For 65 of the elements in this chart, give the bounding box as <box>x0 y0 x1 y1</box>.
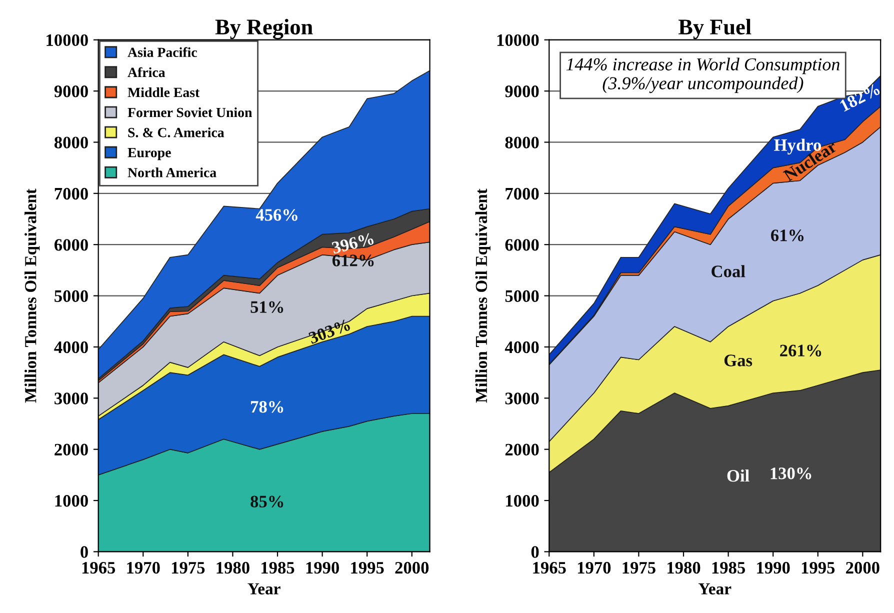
y-tick-label: 10000 <box>497 34 539 46</box>
y-tick-label: 4000 <box>54 341 88 354</box>
legend-label: Former Soviet Union <box>128 107 252 118</box>
series-label: Oil <box>727 469 750 482</box>
y-tick-label: 3000 <box>54 392 88 404</box>
x-tick-label: 1995 <box>351 562 384 574</box>
annotation: 51% <box>250 301 284 313</box>
y-tick-label: 5000 <box>54 290 88 302</box>
x-tick-label: 1970 <box>127 562 160 574</box>
annotation: 61% <box>771 230 804 242</box>
annotation: 85% <box>250 496 284 508</box>
y-axis-title: Million Tonnes Oil Equivalent <box>24 188 40 403</box>
x-tick-label: 1965 <box>533 562 566 574</box>
annotation: 396% <box>331 232 374 254</box>
y-tick-label: 8000 <box>54 136 88 148</box>
annotation: 78% <box>251 401 284 413</box>
legend-label: Middle East <box>128 87 200 98</box>
y-tick-label: 1000 <box>506 494 539 507</box>
series-label: Gas <box>724 354 752 366</box>
y-tick-label: 5000 <box>505 290 539 302</box>
y-tick-label: 3000 <box>505 392 539 404</box>
y-tick-label: 0 <box>531 546 539 558</box>
legend-label: Africa <box>128 67 166 78</box>
x-axis-title: Year <box>698 583 732 594</box>
y-tick-label: 6000 <box>54 239 88 251</box>
annotation: 303% <box>308 318 351 344</box>
x-tick-label: 1985 <box>712 562 746 574</box>
x-tick-label: 1995 <box>802 562 835 574</box>
annotation: 144% increase in World Consumption (3.9%/year uncompounded) <box>566 58 840 94</box>
y-tick-label: 9000 <box>505 86 539 98</box>
y-tick-label: 8000 <box>505 136 539 148</box>
x-tick-label: 1975 <box>622 562 656 574</box>
y-tick-label: 7000 <box>54 188 88 200</box>
annotation: 261% <box>780 344 822 356</box>
y-tick-label: 0 <box>80 546 88 558</box>
x-tick-label: 1985 <box>262 562 294 574</box>
legend-label: North America <box>128 168 216 178</box>
x-tick-label: 1965 <box>82 562 116 574</box>
y-tick-label: 9000 <box>54 86 88 98</box>
chart-title: By Region <box>215 18 313 40</box>
x-tick-label: 1980 <box>668 562 700 574</box>
x-tick-label: 1990 <box>306 562 339 574</box>
legend-label: Europe <box>128 148 171 160</box>
x-tick-label: 1970 <box>578 562 611 574</box>
y-tick-label: 6000 <box>505 239 539 251</box>
x-tick-label: 1990 <box>757 562 790 574</box>
chart-title: By Fuel <box>678 18 752 40</box>
x-axis-title: Year <box>248 583 280 594</box>
y-axis-title: Million Tonnes Oil Equivalent <box>475 188 490 403</box>
x-tick-label: 1975 <box>172 562 205 574</box>
legend-label: Asia Pacific <box>128 47 197 58</box>
y-tick-label: 2000 <box>54 444 88 456</box>
series-label: Coal <box>712 265 746 278</box>
annotation: 612% <box>332 254 374 266</box>
y-tick-label: 10000 <box>46 34 88 46</box>
annotation: 456% <box>256 209 298 221</box>
y-tick-label: 1000 <box>55 494 88 507</box>
x-tick-label: 2000 <box>846 562 880 574</box>
annotation: 130% <box>770 468 812 480</box>
x-tick-label: 1980 <box>216 562 250 574</box>
y-tick-label: 7000 <box>506 188 539 200</box>
y-tick-label: 4000 <box>504 341 539 354</box>
x-tick-label: 2000 <box>395 562 429 574</box>
y-tick-label: 2000 <box>505 444 539 456</box>
legend-label: S. & C. America <box>128 127 224 138</box>
